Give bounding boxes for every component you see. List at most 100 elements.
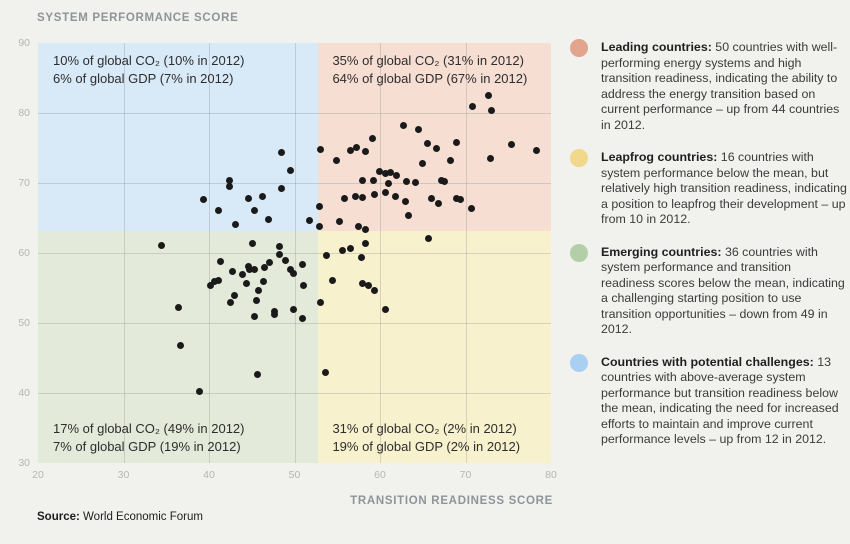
- data-point: [338, 246, 346, 254]
- data-point: [402, 197, 410, 205]
- legend-entry: Emerging countries: 36 countries with sy…: [601, 245, 848, 338]
- quadrant-label-top-right: 35% of global CO₂ (31% in 2012) 64% of g…: [332, 52, 527, 88]
- data-point: [275, 242, 283, 250]
- data-point: [321, 369, 329, 377]
- legend: Leading countries: 50 countries with wel…: [570, 39, 848, 465]
- source-label: Source:: [37, 511, 80, 523]
- legend-item-potential-challenges: Countries with potential challenges: 13 …: [570, 353, 848, 448]
- data-point: [368, 135, 376, 143]
- data-point: [400, 122, 408, 130]
- data-point: [386, 169, 394, 176]
- data-point: [452, 138, 460, 146]
- legend-item-emerging: Emerging countries: 36 countries with sy…: [570, 243, 848, 338]
- data-point: [359, 177, 367, 185]
- scatter-plot: 10% of global CO₂ (10% in 2012) 6% of gl…: [18, 37, 557, 481]
- gridline-horizontal: [38, 182, 551, 184]
- data-point: [316, 145, 324, 153]
- gridline-vertical: [209, 43, 210, 463]
- data-point: [281, 256, 289, 264]
- data-point: [305, 216, 313, 224]
- gridline-horizontal: [38, 322, 551, 324]
- data-point: [351, 192, 359, 200]
- data-point: [486, 155, 494, 162]
- y-tick-label: 90: [18, 37, 30, 49]
- data-point: [447, 157, 455, 165]
- data-point: [364, 281, 372, 289]
- data-point: [359, 193, 367, 201]
- data-point: [440, 178, 448, 186]
- data-point: [298, 261, 306, 269]
- data-point: [249, 239, 257, 247]
- quadrant-bottom-right: [318, 230, 551, 463]
- data-point: [210, 277, 218, 285]
- data-point: [419, 159, 427, 167]
- data-point: [411, 178, 419, 186]
- data-point: [199, 195, 207, 203]
- quadrant-top-left: [38, 43, 319, 231]
- quadrant-label-line: 64% of global GDP (67% in 2012): [332, 71, 528, 86]
- legend-term: Countries with potential challenges:: [601, 354, 814, 369]
- data-point: [228, 268, 236, 276]
- data-point: [371, 287, 379, 295]
- source-note: Source: World Economic Forum: [37, 511, 203, 523]
- data-point: [392, 171, 400, 179]
- leapfrog-countries-dot-icon: [570, 149, 588, 167]
- x-tick-label: 20: [32, 469, 44, 481]
- data-point: [385, 180, 393, 188]
- x-tick-label: 30: [117, 469, 130, 481]
- data-point: [403, 178, 410, 186]
- data-point: [381, 169, 389, 177]
- quadrant-label-bottom-left: 17% of global CO₂ (49% in 2012) 7% of gl…: [53, 420, 245, 456]
- x-axis-title: TRANSITION READINESS SCORE: [350, 495, 553, 507]
- data-point: [250, 266, 258, 274]
- quadrant-label-line: 35% of global CO₂ (31% in 2012): [332, 53, 524, 68]
- leading-countries-dot-icon: [570, 39, 588, 57]
- legend-item-leapfrog: Leapfrog countries: 16 countries with sy…: [570, 149, 848, 228]
- data-point: [265, 215, 273, 223]
- x-tick-label: 60: [374, 469, 386, 481]
- data-point: [276, 250, 284, 258]
- data-point: [231, 292, 239, 300]
- quadrant-label-line: 6% of global GDP (7% in 2012): [53, 71, 234, 86]
- data-point: [258, 192, 266, 200]
- data-point: [424, 140, 432, 148]
- data-point: [381, 306, 389, 314]
- data-point: [196, 388, 204, 396]
- data-point: [157, 241, 165, 249]
- data-point: [323, 251, 331, 259]
- data-point: [432, 145, 440, 153]
- data-point: [232, 221, 239, 229]
- data-point: [355, 222, 363, 230]
- legend-desc: 16 countries with system performance bel…: [601, 150, 847, 226]
- data-point: [226, 183, 234, 190]
- data-point: [341, 194, 349, 202]
- quadrant-label-bottom-right: 31% of global CO₂ (2% in 2012) 19% of gl…: [332, 420, 520, 456]
- data-point: [315, 202, 323, 210]
- data-point: [352, 143, 360, 151]
- legend-term: Emerging countries:: [601, 244, 722, 259]
- potential-challenges-countries-dot-icon: [570, 353, 588, 372]
- data-point: [278, 148, 286, 156]
- gridline-vertical: [380, 43, 381, 463]
- gridline-vertical: [465, 43, 467, 463]
- x-tick-label: 50: [288, 469, 301, 481]
- data-point: [427, 194, 435, 202]
- data-point: [376, 167, 384, 175]
- data-point: [255, 287, 263, 295]
- quadrant-label-line: 10% of global CO₂ (10% in 2012): [53, 53, 245, 68]
- x-tick-label: 70: [459, 469, 472, 481]
- legend-desc: 13 countries with above-average system p…: [601, 354, 839, 447]
- data-point: [361, 225, 369, 233]
- data-point: [253, 297, 261, 305]
- data-point: [245, 266, 253, 274]
- x-tick-label: 40: [203, 469, 215, 481]
- gridline-vertical: [123, 43, 125, 463]
- data-point: [316, 299, 324, 307]
- data-point: [361, 239, 369, 247]
- y-tick-label: 80: [18, 106, 30, 119]
- data-point: [435, 199, 443, 207]
- data-point: [250, 206, 258, 214]
- quadrant-label-line: 19% of global GDP (2% in 2012): [332, 439, 521, 454]
- data-point: [328, 276, 336, 284]
